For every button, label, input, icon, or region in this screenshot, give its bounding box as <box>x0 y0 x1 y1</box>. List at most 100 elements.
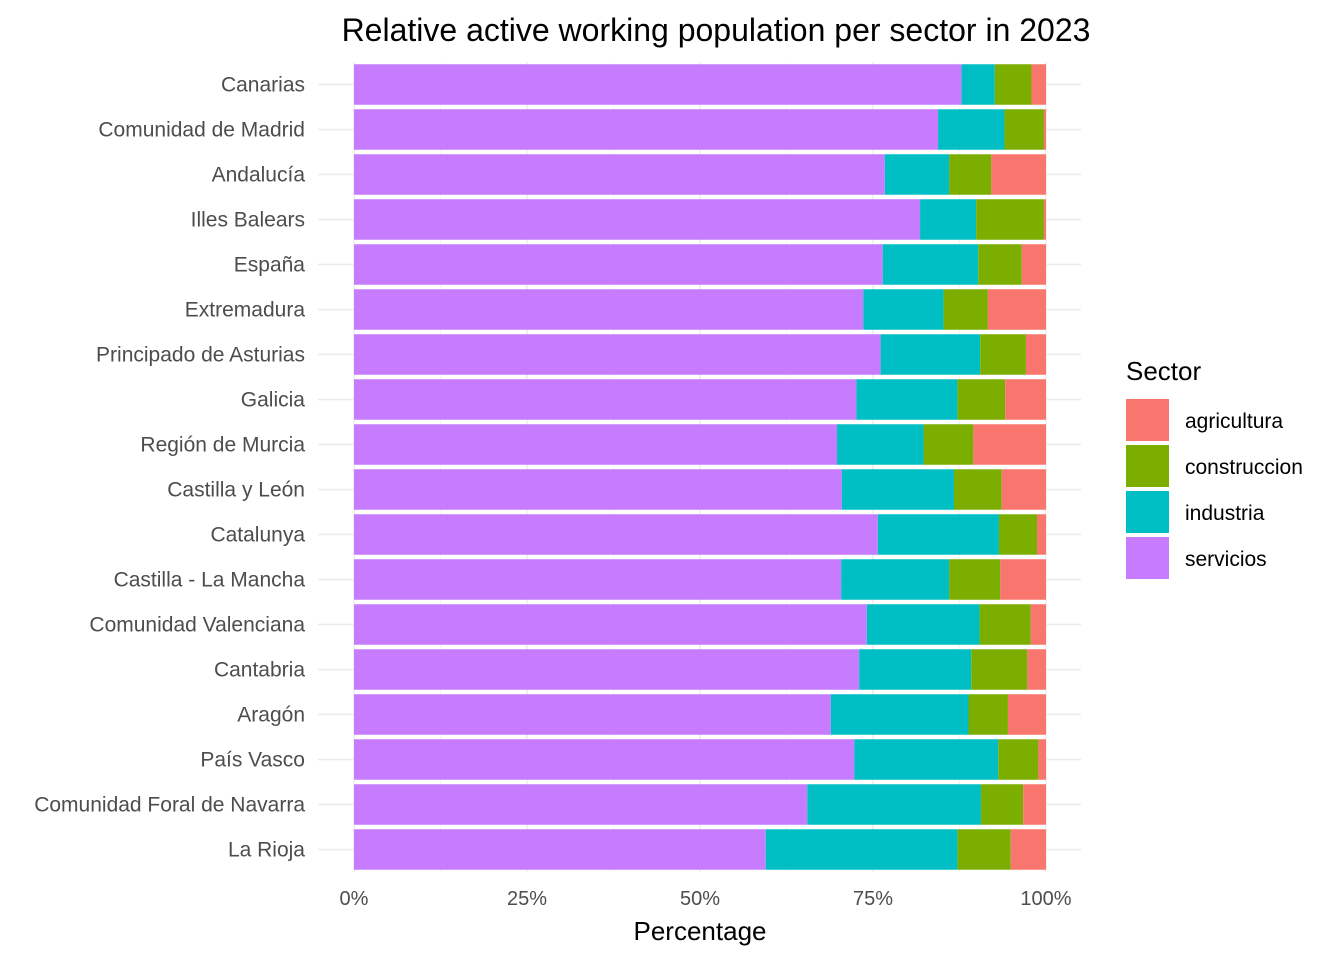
bar-group-la-rioja <box>354 829 1046 870</box>
bar-group-comunidad-de-madrid <box>354 109 1046 150</box>
bar-espana-agricultura <box>1021 244 1046 285</box>
bar-aragon-servicios <box>354 694 831 735</box>
bar-principado-de-asturias-servicios <box>354 334 881 375</box>
bar-castilla-la-mancha-construccion <box>949 559 1001 600</box>
category-label-espana: España <box>234 254 306 277</box>
bar-group-illes-balears <box>354 199 1046 240</box>
bar-espana-industria <box>882 244 979 285</box>
bar-castilla-y-leon-construccion <box>953 469 1002 510</box>
legend-swatch-servicios <box>1126 537 1169 579</box>
bar-canarias-industria <box>961 64 995 105</box>
bar-region-de-murcia-industria <box>837 424 924 465</box>
category-label-castilla-y-leon: Castilla y León <box>167 479 305 502</box>
category-label-extremadura: Extremadura <box>185 299 306 322</box>
legend-label-servicios: servicios <box>1185 548 1267 571</box>
bar-aragon-industria <box>830 694 969 735</box>
bar-illes-balears-agricultura <box>1043 199 1046 240</box>
bar-comunidad-valenciana-servicios <box>354 604 867 645</box>
bar-extremadura-servicios <box>354 289 864 330</box>
x-tick-label: 25% <box>507 888 547 910</box>
bar-espana-construccion <box>978 244 1022 285</box>
chart-title: Relative active working population per s… <box>342 12 1091 48</box>
legend-item-servicios: servicios <box>1126 537 1267 579</box>
legend-label-industria: industria <box>1185 502 1265 525</box>
category-label-region-de-murcia: Región de Murcia <box>140 434 305 457</box>
bar-group-principado-de-asturias <box>354 334 1046 375</box>
bar-comunidad-de-madrid-agricultura <box>1043 109 1046 150</box>
bar-group-comunidad-valenciana <box>354 604 1046 645</box>
bar-principado-de-asturias-agricultura <box>1025 334 1046 375</box>
bar-pais-vasco-industria <box>854 739 999 780</box>
category-label-pais-vasco: País Vasco <box>200 749 305 772</box>
bar-group-catalunya <box>354 514 1046 555</box>
bar-la-rioja-agricultura <box>1010 829 1046 870</box>
legend-label-construccion: construccion <box>1185 456 1303 479</box>
legend-swatch-construccion <box>1126 445 1169 487</box>
bar-extremadura-industria <box>863 289 944 330</box>
bar-group-canarias <box>354 64 1046 105</box>
bar-canarias-agricultura <box>1031 64 1046 105</box>
bar-catalunya-industria <box>877 514 999 555</box>
bar-group-espana <box>354 244 1046 285</box>
bar-galicia-servicios <box>354 379 857 420</box>
bar-comunidad-foral-de-navarra-industria <box>807 784 981 825</box>
legend-label-agricultura: agricultura <box>1185 410 1283 433</box>
bar-group-cantabria <box>354 649 1046 690</box>
bar-catalunya-construccion <box>998 514 1038 555</box>
bar-comunidad-de-madrid-servicios <box>354 109 939 150</box>
bar-catalunya-servicios <box>354 514 878 555</box>
bar-group-comunidad-foral-de-navarra <box>354 784 1046 825</box>
x-axis-title: Percentage <box>634 916 767 946</box>
bar-group-castilla-la-mancha <box>354 559 1046 600</box>
bar-aragon-agricultura <box>1007 694 1046 735</box>
bar-andalucia-construccion <box>949 154 992 195</box>
bar-illes-balears-construccion <box>976 199 1044 240</box>
bar-group-pais-vasco <box>354 739 1046 780</box>
bar-aragon-construccion <box>968 694 1008 735</box>
category-label-principado-de-asturias: Principado de Asturias <box>96 344 305 367</box>
bar-comunidad-foral-de-navarra-servicios <box>354 784 808 825</box>
bar-comunidad-foral-de-navarra-construccion <box>980 784 1024 825</box>
bar-catalunya-agricultura <box>1037 514 1046 555</box>
legend-swatch-industria <box>1126 491 1169 533</box>
legend: Sector agricultura construccion industria s… <box>1126 356 1303 579</box>
bar-group-aragon <box>354 694 1046 735</box>
x-tick-label: 0% <box>340 888 369 910</box>
bar-cantabria-industria <box>859 649 972 690</box>
bar-principado-de-asturias-construccion <box>980 334 1026 375</box>
bar-galicia-agricultura <box>1005 379 1046 420</box>
bar-illes-balears-servicios <box>354 199 921 240</box>
x-tick-label: 100% <box>1020 888 1071 910</box>
bar-espana-servicios <box>354 244 883 285</box>
legend-item-agricultura: agricultura <box>1126 399 1283 441</box>
x-tick-label: 75% <box>853 888 893 910</box>
bar-comunidad-valenciana-industria <box>866 604 980 645</box>
legend-title: Sector <box>1126 356 1201 386</box>
bar-comunidad-valenciana-agricultura <box>1030 604 1046 645</box>
bar-group-region-de-murcia <box>354 424 1046 465</box>
bar-castilla-la-mancha-industria <box>841 559 950 600</box>
bar-cantabria-construccion <box>971 649 1028 690</box>
category-label-catalunya: Catalunya <box>210 524 305 547</box>
bar-group-extremadura <box>354 289 1046 330</box>
bar-la-rioja-industria <box>765 829 958 870</box>
legend-item-construccion: construccion <box>1126 445 1303 487</box>
bar-cantabria-agricultura <box>1027 649 1046 690</box>
bar-la-rioja-construccion <box>957 829 1011 870</box>
bar-castilla-y-leon-agricultura <box>1001 469 1046 510</box>
bar-comunidad-foral-de-navarra-agricultura <box>1023 784 1046 825</box>
bar-andalucia-servicios <box>354 154 885 195</box>
bar-region-de-murcia-servicios <box>354 424 838 465</box>
x-axis-tick-labels: 0% 25% 50% 75% 100% <box>340 888 1072 910</box>
bar-group-galicia <box>354 379 1046 420</box>
bar-castilla-la-mancha-agricultura <box>1000 559 1046 600</box>
bar-pais-vasco-agricultura <box>1038 739 1046 780</box>
category-label-comunidad-foral-de-navarra: Comunidad Foral de Navarra <box>34 794 305 817</box>
category-label-castilla-la-mancha: Castilla - La Mancha <box>114 569 306 592</box>
legend-items: agricultura construccion industria servicio… <box>1126 399 1303 579</box>
bar-pais-vasco-servicios <box>354 739 855 780</box>
bar-andalucia-industria <box>884 154 950 195</box>
category-label-andalucia: Andalucía <box>212 164 306 187</box>
category-label-comunidad-de-madrid: Comunidad de Madrid <box>98 119 305 142</box>
